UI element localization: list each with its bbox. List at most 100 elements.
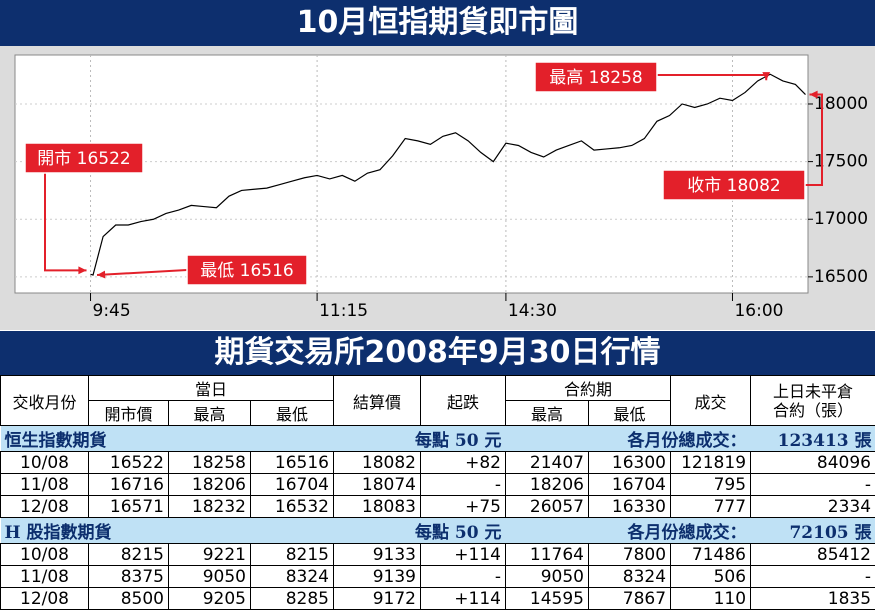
market-table: 交收月份 當日 結算價 起跌 合約期 成交 上日未平倉 合約（張） 開市價 最高 最低 最高 最低 恒生指… (0, 375, 875, 610)
table-row: H 股指數期貨 每點 50 元各月份總成交： 72105 張 (0, 517, 875, 544)
section-point: 每點 50 元 (250, 425, 506, 452)
number-cell: 16704 (587, 473, 672, 496)
header-text: 合約（張） (773, 400, 854, 420)
header-text: 上日未平倉 (773, 381, 854, 401)
number-cell: 18232 (168, 495, 251, 518)
number-cell: 16522 (88, 451, 169, 474)
number-cell: 16704 (250, 473, 334, 496)
section-total-label: 各月份總成交： (505, 517, 751, 544)
number-cell: 9221 (168, 543, 251, 566)
number-cell: 506 (670, 565, 752, 588)
annotation-label: 收市 (687, 176, 721, 196)
number-cell: 14595 (505, 587, 589, 610)
y-tick-label: 17000 (814, 209, 868, 229)
number-cell: 18082 (333, 451, 421, 474)
number-cell: 16330 (587, 495, 672, 518)
table-row: 12/08 16571 18232 16532 18083 +75 26057 16330 77… (0, 495, 875, 518)
annotation-box (24, 142, 144, 174)
number-cell: 9139 (333, 565, 421, 588)
number-cell: 16571 (88, 495, 169, 518)
number-cell: 8285 (250, 587, 334, 610)
header-cell: 結算價 (333, 375, 421, 426)
number-cell: 110 (670, 587, 752, 610)
number-cell: 2334 (750, 495, 875, 518)
number-cell: 8215 (88, 543, 169, 566)
header-cell: 上日未平倉 合約（張） (750, 375, 875, 426)
section-name: 恒生指數期貨 (0, 425, 251, 452)
number-cell: 16532 (250, 495, 334, 518)
annotation-value: 18082 (727, 176, 781, 196)
arrow-head (97, 270, 106, 279)
header-cell: 最低 (587, 400, 672, 426)
annotation-label: 最高 (549, 68, 583, 88)
month-cell: 12/08 (0, 495, 89, 518)
header-cell: 最高 (168, 400, 251, 426)
number-cell: 9050 (505, 565, 589, 588)
number-cell: 21407 (505, 451, 589, 474)
number-cell: 9133 (333, 543, 421, 566)
number-cell: - (420, 565, 506, 588)
annotation-text: 收市 18082 (687, 176, 781, 196)
header-cell: 合約期 (504, 375, 672, 401)
number-cell: 795 (670, 473, 752, 496)
number-cell: 1835 (750, 587, 875, 610)
number-cell: 16300 (587, 451, 672, 474)
header-cell: 開市價 (88, 400, 169, 426)
number-cell: 7800 (587, 543, 672, 566)
number-cell: 121819 (670, 451, 752, 474)
annotation-value: 18258 (589, 68, 643, 88)
annotation-box (534, 61, 658, 93)
annotation-value: 16516 (240, 261, 294, 281)
table-row: 11/08 16716 18206 16704 18074-18206 16704 795- (0, 473, 875, 496)
x-tick-label: 14:30 (508, 301, 557, 321)
number-cell: 16516 (250, 451, 334, 474)
number-cell: 8215 (250, 543, 334, 566)
table-row: 12/08 8500 9205 8285 9172 +114 14595 7867 110 183… (0, 587, 875, 610)
annotation-value: 16522 (77, 149, 131, 169)
number-cell: 18083 (333, 495, 421, 518)
header-cell: 最低 (250, 400, 334, 426)
header-cell: 成交 (670, 375, 752, 426)
annotation-arrow (44, 173, 87, 272)
number-cell: - (750, 565, 875, 588)
table-row: 交收月份 當日 結算價 起跌 合約期 成交 上日未平倉 合約（張） (0, 375, 875, 426)
number-cell: 18206 (168, 473, 251, 496)
month-cell: 11/08 (0, 565, 89, 588)
header-cell: 交收月份 (0, 375, 89, 426)
section-point: 每點 50 元 (250, 517, 506, 544)
number-cell: +82 (420, 451, 506, 474)
number-cell: 7867 (587, 587, 672, 610)
number-cell: 9205 (168, 587, 251, 610)
number-cell: +75 (420, 495, 506, 518)
annotation-arrow (96, 269, 188, 277)
annotation-text: 最低 16516 (200, 261, 294, 281)
number-cell: - (420, 473, 506, 496)
number-cell: 18074 (333, 473, 421, 496)
number-cell: +114 (420, 543, 506, 566)
number-cell: 8375 (88, 565, 169, 588)
number-cell: 777 (670, 495, 752, 518)
annotation-label: 開市 (37, 149, 71, 169)
number-cell: 11764 (505, 543, 589, 566)
month-cell: 12/08 (0, 587, 89, 610)
arrow-head (762, 72, 771, 81)
header-cell: 起跌 (420, 375, 506, 426)
table-row: 10/08 8215 9221 8215 9133 +114 11764 7800 71486 8… (0, 543, 875, 566)
table-row: 開市價 最高 最低 最高 最低 (1, 400, 875, 426)
table-row: 恒生指數期貨 每點 50 元各月份總成交： 123413 張 (0, 425, 875, 452)
price-line (90, 73, 806, 276)
header-cell: 最高 (505, 400, 589, 426)
section-total: 123413 張 (750, 425, 875, 452)
number-cell: 71486 (670, 543, 752, 566)
number-cell: 16716 (88, 473, 169, 496)
number-cell: - (750, 473, 875, 496)
number-cell: 18206 (505, 473, 589, 496)
arrow-head (809, 90, 818, 99)
annotation-text: 開市 16522 (37, 149, 131, 169)
annotation-text: 最高 18258 (549, 68, 643, 88)
number-cell: 84096 (750, 451, 875, 474)
y-tick-label: 16500 (814, 267, 868, 287)
annotation-box (662, 169, 806, 201)
header-cell: 當日 (88, 375, 334, 401)
